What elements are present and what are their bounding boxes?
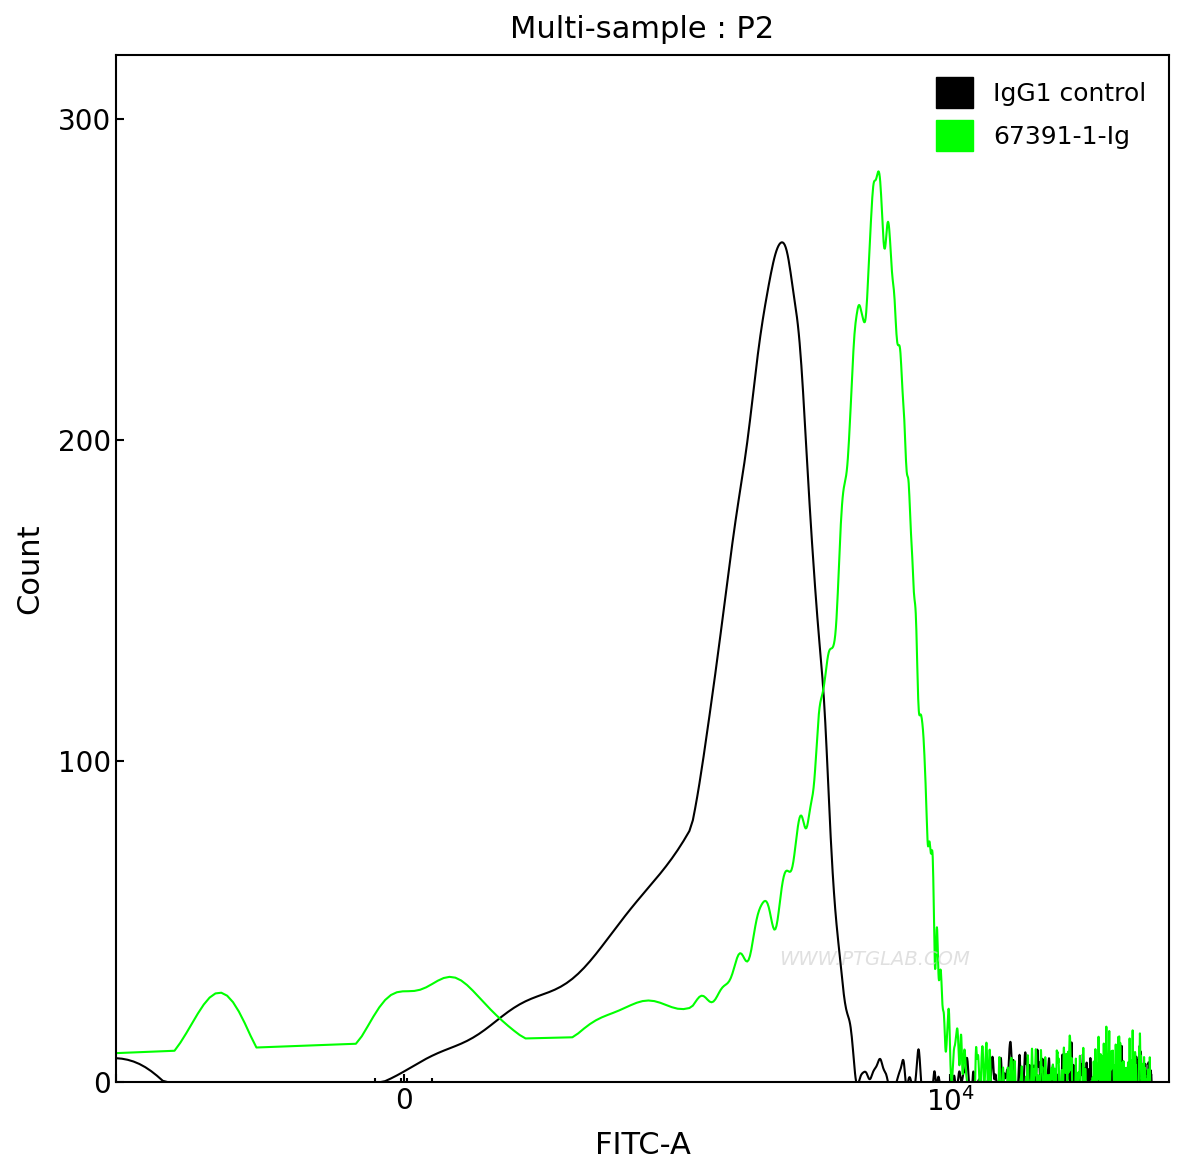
67391-1-Ig (871, 165, 886, 179)
67391-1-Ig (886, 269, 900, 283)
IgG1 control (1143, 1075, 1157, 1089)
IgG1 control (939, 1075, 953, 1089)
IgG1 control (1034, 1075, 1048, 1089)
67391-1-Ig (939, 1043, 953, 1058)
IgG1 control (109, 1052, 123, 1066)
67391-1-Ig (1145, 1075, 1159, 1089)
IgG1 control (1130, 1052, 1144, 1066)
Text: WWW.PTGLAB.COM: WWW.PTGLAB.COM (779, 949, 970, 968)
IgG1 control (1047, 1075, 1061, 1089)
IgG1 control (774, 235, 789, 249)
Line: 67391-1-Ig: 67391-1-Ig (116, 172, 1152, 1082)
67391-1-Ig (1130, 1066, 1144, 1080)
IgG1 control (1145, 1075, 1159, 1089)
67391-1-Ig (1034, 1043, 1048, 1058)
IgG1 control (161, 1075, 175, 1089)
Legend: IgG1 control, 67391-1-Ig: IgG1 control, 67391-1-Ig (926, 67, 1157, 161)
67391-1-Ig (109, 1046, 123, 1060)
Line: IgG1 control: IgG1 control (116, 242, 1152, 1082)
Y-axis label: Count: Count (15, 523, 44, 613)
IgG1 control (886, 1075, 900, 1089)
X-axis label: FITC-A: FITC-A (594, 1132, 690, 1160)
67391-1-Ig (1047, 1075, 1061, 1089)
Title: Multi-sample : P2: Multi-sample : P2 (510, 15, 774, 43)
67391-1-Ig (1143, 1066, 1157, 1080)
